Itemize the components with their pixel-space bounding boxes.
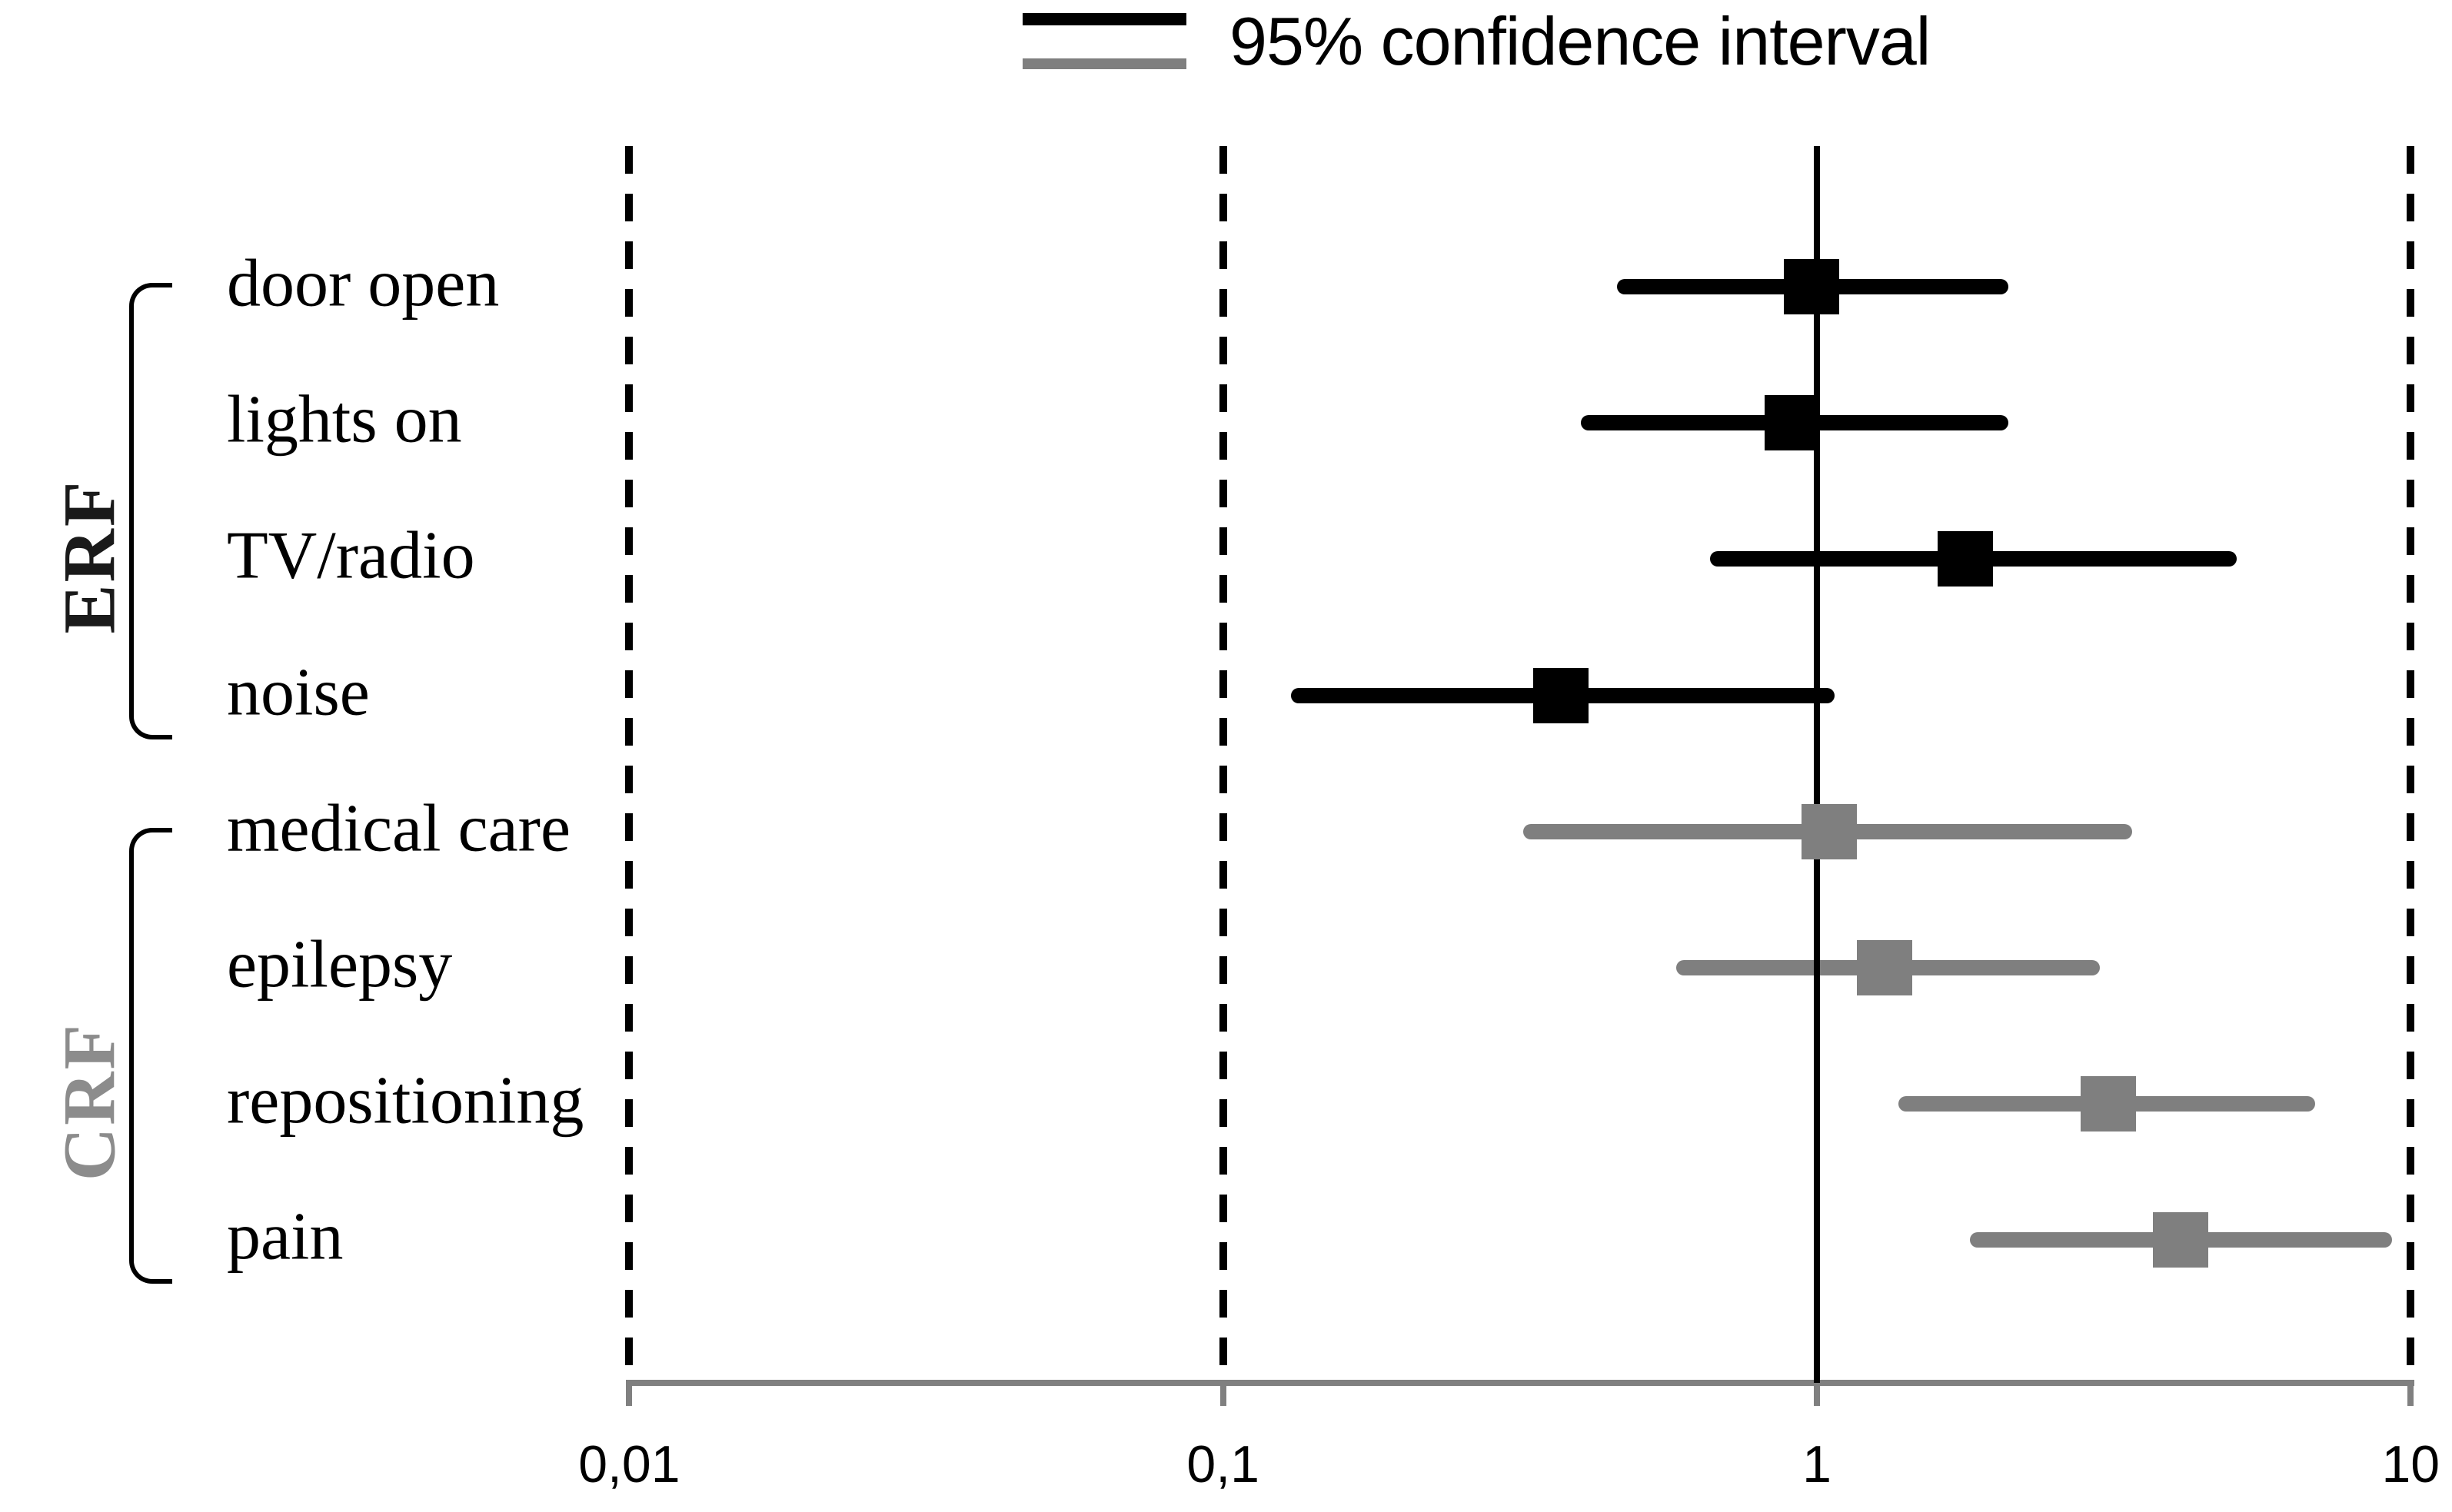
row-label-epilepsy: epilepsy <box>227 927 453 1002</box>
row-label-tv-radio: TV/radio <box>227 518 475 593</box>
legend-label: 95% confidence interval <box>1229 3 1931 79</box>
row-label-lights-on: lights on <box>227 382 462 457</box>
gridline-0-1 <box>1219 146 1227 1383</box>
gridline-10 <box>2407 146 2415 1383</box>
x-tick-1 <box>1814 1383 1820 1406</box>
x-tick-0-1 <box>1219 1383 1226 1406</box>
or-marker-tv-radio <box>1938 531 1994 587</box>
x-tick-label-0-1: 0,1 <box>1186 1435 1259 1494</box>
gridline-1 <box>1814 146 1820 1383</box>
group-label-erf: ERF <box>48 479 131 634</box>
x-tick-label-10: 10 <box>2381 1435 2440 1494</box>
x-tick-label-1: 1 <box>1802 1435 1832 1494</box>
or-marker-noise <box>1532 667 1589 723</box>
group-bracket-erf <box>129 283 172 739</box>
legend-black-line-swatch <box>1023 13 1186 25</box>
x-tick-10 <box>2407 1383 2414 1406</box>
or-marker-pain <box>2153 1212 2209 1268</box>
or-marker-epilepsy <box>1856 940 1912 995</box>
or-marker-door-open <box>1784 259 1840 314</box>
row-label-noise: noise <box>227 655 370 730</box>
row-label-door-open: door open <box>227 246 500 321</box>
row-label-pain: pain <box>227 1199 344 1274</box>
or-marker-medical-care <box>1802 803 1858 859</box>
group-label-crf: CRF <box>48 1022 131 1181</box>
or-marker-repositioning <box>2081 1076 2137 1132</box>
legend-gray-line-swatch <box>1023 58 1186 69</box>
row-label-repositioning: repositioning <box>227 1063 584 1138</box>
group-bracket-crf <box>129 827 172 1284</box>
row-label-medical-care: medical care <box>227 791 571 866</box>
x-tick-label-0-01: 0,01 <box>578 1435 680 1494</box>
gridline-0-01 <box>625 146 634 1383</box>
or-marker-lights-on <box>1765 395 1821 451</box>
x-tick-0-01 <box>626 1383 633 1406</box>
x-axis-line <box>626 1380 2414 1386</box>
